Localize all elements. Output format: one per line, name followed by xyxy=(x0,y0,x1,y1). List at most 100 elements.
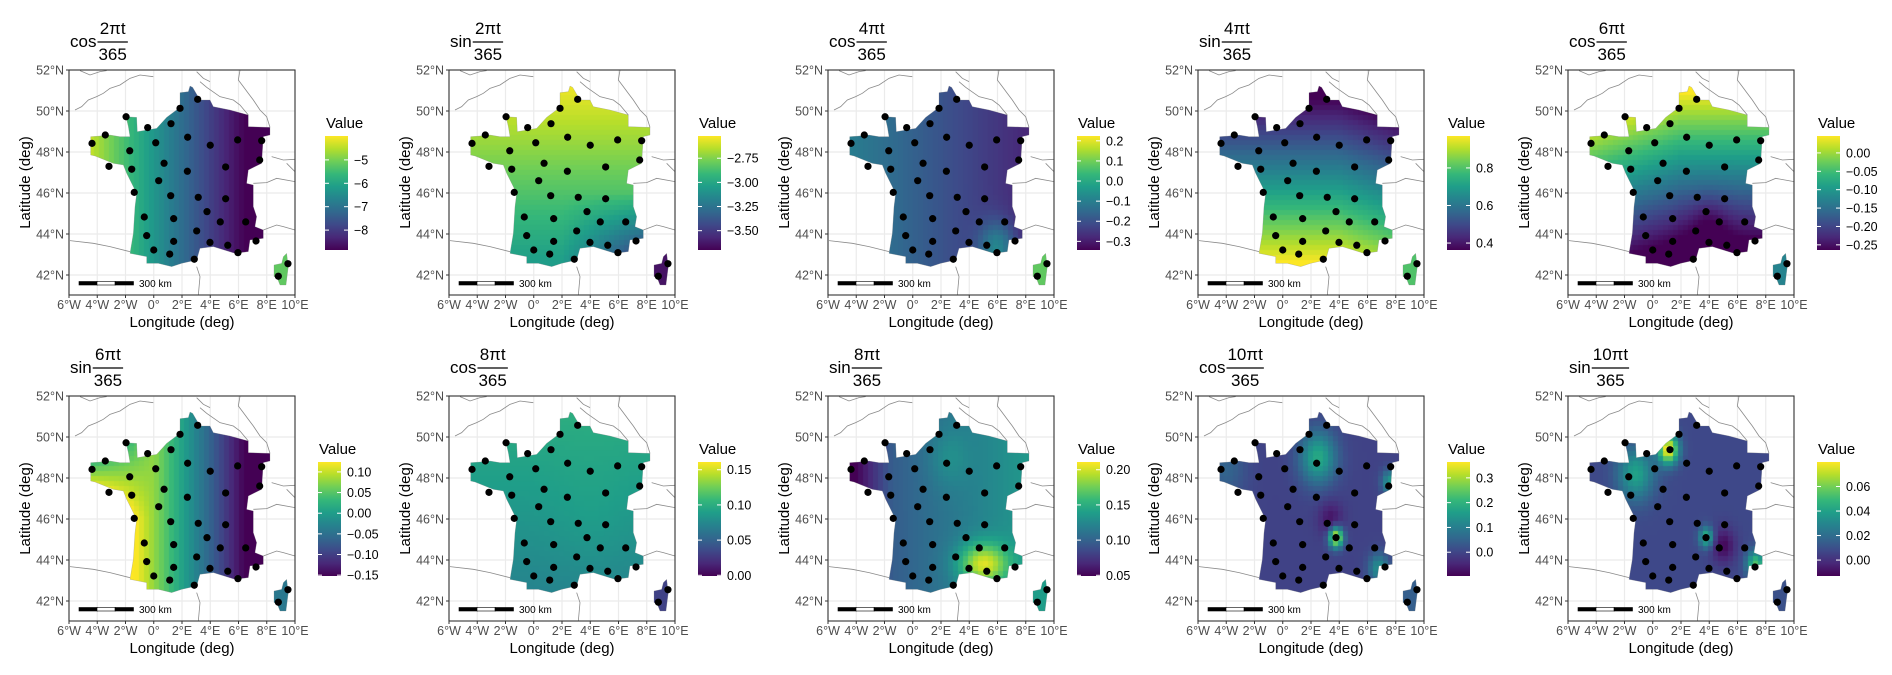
station-point xyxy=(1723,241,1731,249)
legend-tick-label: −0.15 xyxy=(347,569,379,583)
station-point xyxy=(1011,563,1019,571)
station-point xyxy=(547,192,555,200)
y-tick-label: 48°N xyxy=(795,472,823,486)
y-tick-label: 44°N xyxy=(1535,228,1563,242)
station-point xyxy=(1675,104,1683,112)
legend-tick-label: 0.15 xyxy=(727,463,751,477)
station-point xyxy=(1033,272,1041,280)
station-point xyxy=(1273,450,1281,458)
legend-tick-label: −6 xyxy=(354,177,368,191)
y-tick-label: 42°N xyxy=(1535,595,1563,609)
station-point xyxy=(574,519,582,527)
scale-bar-label: 300 km xyxy=(139,279,172,290)
station-point xyxy=(222,489,230,497)
station-point xyxy=(885,473,893,481)
x-tick-label: 6°E xyxy=(1727,298,1747,312)
station-point xyxy=(638,137,646,145)
station-point xyxy=(140,213,148,221)
station-point xyxy=(943,459,951,467)
station-point xyxy=(965,238,973,247)
station-point xyxy=(143,232,151,240)
x-tick-label: 6°W xyxy=(1556,624,1580,638)
station-point xyxy=(654,272,662,280)
station-point xyxy=(1689,255,1697,263)
plot-frame xyxy=(827,69,1055,296)
x-tick-label: 0° xyxy=(1277,298,1289,312)
station-point xyxy=(953,519,961,527)
station-point xyxy=(604,567,612,575)
y-axis-title: Latitude (deg) xyxy=(397,462,414,555)
station-point xyxy=(88,465,96,473)
station-point xyxy=(523,558,531,566)
x-tick-label: 6°W xyxy=(1186,624,1210,638)
color-legend: Value −5 −6 −7 −8 xyxy=(325,115,368,250)
station-point xyxy=(1600,457,1608,465)
station-point xyxy=(1322,227,1330,235)
y-tick-label: 42°N xyxy=(1165,595,1193,609)
station-point xyxy=(1666,446,1674,454)
station-point xyxy=(1629,188,1637,196)
station-point xyxy=(258,137,266,145)
station-point xyxy=(508,165,516,173)
x-tick-label: 2°W xyxy=(873,298,897,312)
station-point xyxy=(234,136,242,144)
legend-tick-label: 0.10 xyxy=(1106,534,1130,548)
station-point xyxy=(983,567,991,575)
station-point xyxy=(1251,113,1259,121)
station-point xyxy=(935,104,943,112)
station-point xyxy=(258,463,266,471)
legend-title: Value xyxy=(699,441,736,458)
y-axis-title: Latitude (deg) xyxy=(1516,462,1533,555)
legend-title: Value xyxy=(1448,115,1485,132)
x-tick-label: 8°E xyxy=(1756,298,1776,312)
color-legend: Value 0.20 0.15 0.10 0.05 xyxy=(1077,441,1130,583)
station-point xyxy=(1733,462,1741,470)
station-point xyxy=(602,489,610,497)
x-tick-label: 4°E xyxy=(1699,298,1719,312)
station-point xyxy=(1682,493,1690,501)
y-tick-label: 46°N xyxy=(1165,513,1193,527)
y-tick-label: 50°N xyxy=(416,105,444,119)
title-denominator: 365 xyxy=(1596,371,1624,390)
station-point xyxy=(1604,488,1612,496)
x-tick-label: 2°E xyxy=(1671,624,1691,638)
station-point xyxy=(1715,218,1723,226)
x-tick-label: 10°E xyxy=(281,298,308,312)
station-point xyxy=(143,558,151,566)
station-point xyxy=(1319,581,1327,589)
color-legend: Value −2.75 −3.00 −3.25 −3.50 xyxy=(698,115,759,250)
station-point xyxy=(1299,541,1307,549)
x-tick-label: 10°E xyxy=(1780,298,1807,312)
x-tick-label: 4°E xyxy=(200,298,220,312)
station-point xyxy=(1305,104,1313,112)
y-tick-label: 46°N xyxy=(795,187,823,201)
y-tick-label: 48°N xyxy=(416,146,444,160)
x-tick-label: 0° xyxy=(148,624,160,638)
station-point xyxy=(152,465,160,473)
station-point xyxy=(1335,467,1343,475)
station-point xyxy=(556,430,564,438)
station-point xyxy=(152,139,160,147)
station-point xyxy=(942,493,950,501)
station-point xyxy=(284,586,292,594)
scale-bar: 300 km xyxy=(1577,279,1671,290)
y-tick-label: 46°N xyxy=(36,187,64,201)
x-tick-label: 8°E xyxy=(1016,624,1036,638)
scale-bar: 300 km xyxy=(458,279,552,290)
station-point xyxy=(604,241,612,249)
y-tick-label: 48°N xyxy=(1535,472,1563,486)
station-point xyxy=(975,218,983,226)
station-point xyxy=(1604,162,1612,170)
station-point xyxy=(586,141,594,149)
station-point xyxy=(847,139,855,147)
station-point xyxy=(1669,237,1677,245)
station-point xyxy=(1639,539,1647,547)
station-point xyxy=(547,518,555,526)
station-point xyxy=(1755,482,1763,490)
x-tick-label: 2°E xyxy=(931,624,951,638)
station-point xyxy=(1284,503,1292,511)
station-point xyxy=(126,147,134,155)
x-tick-label: 4°E xyxy=(1699,624,1719,638)
